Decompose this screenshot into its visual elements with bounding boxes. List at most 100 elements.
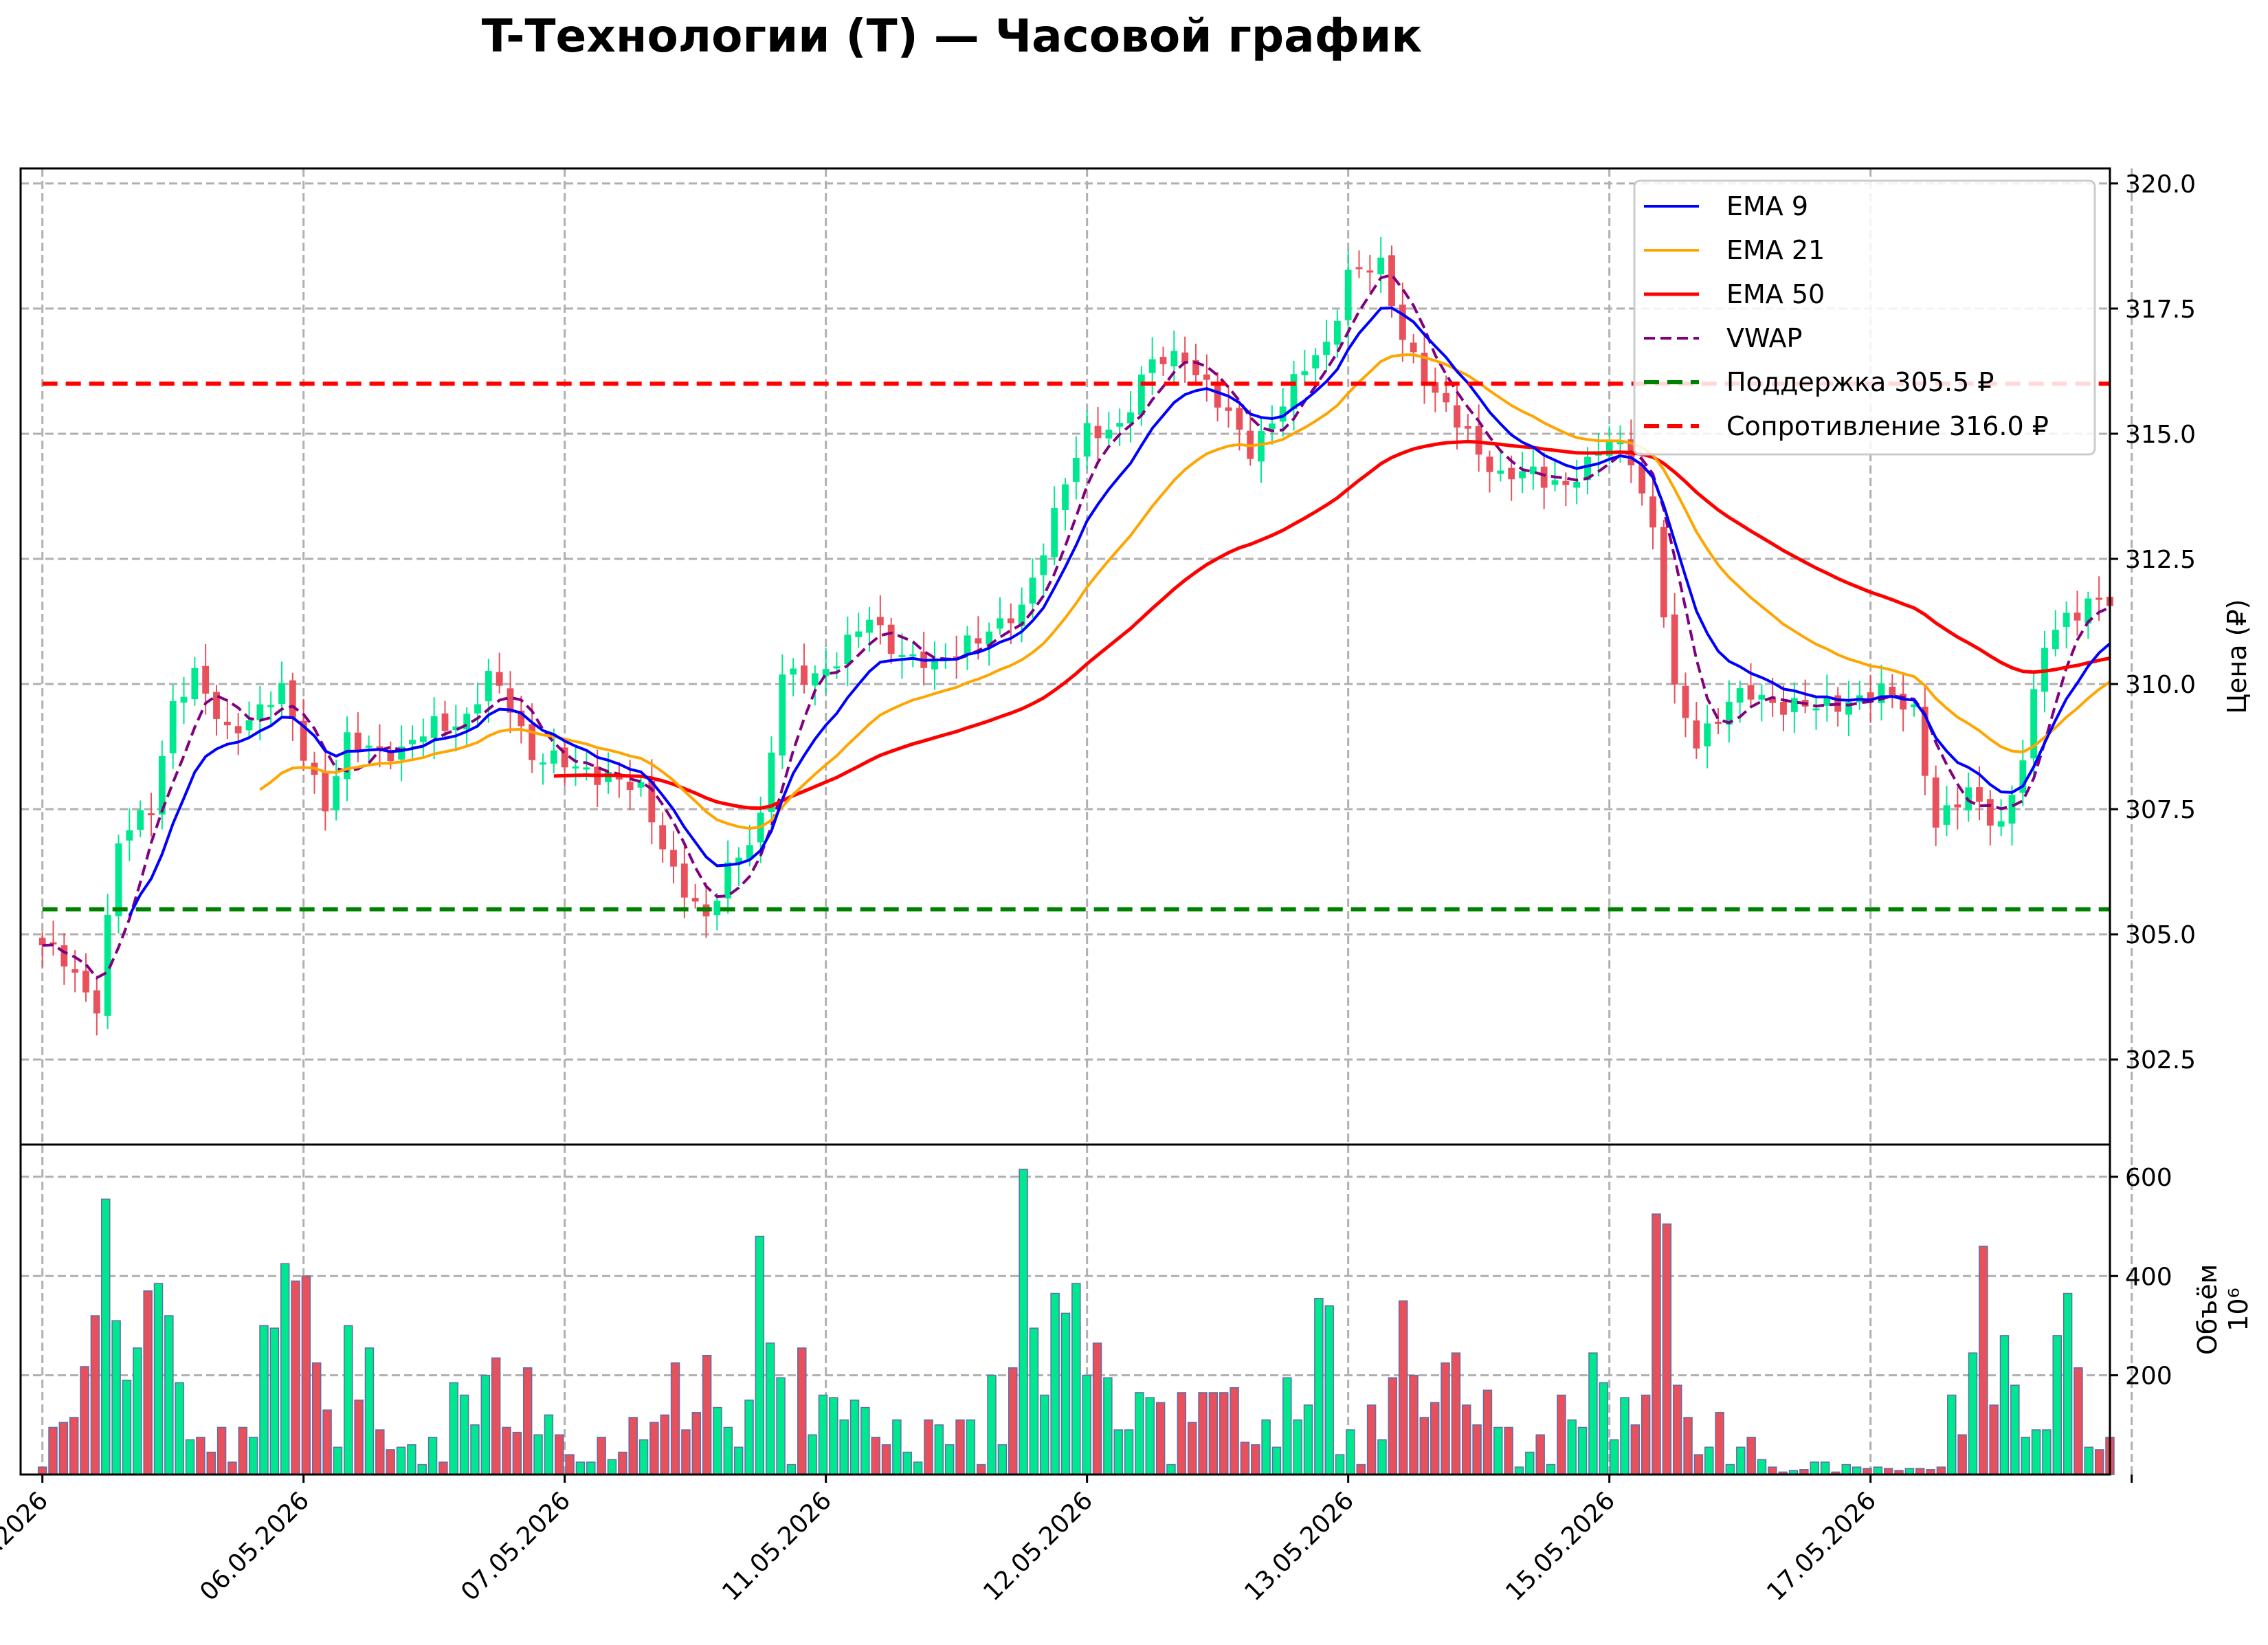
volume-bar-93 bbox=[1019, 1169, 1028, 1475]
volume-bar-171 bbox=[1841, 1464, 1852, 1475]
candle-body-147 bbox=[1638, 465, 1646, 494]
volume-bar-156 bbox=[1683, 1417, 1693, 1475]
candle-body-84 bbox=[953, 656, 960, 659]
volume-bar-39 bbox=[449, 1382, 458, 1475]
volume-bar-131 bbox=[1419, 1417, 1430, 1475]
candle-body-80 bbox=[909, 654, 917, 656]
volume-bar-139 bbox=[1504, 1426, 1513, 1475]
candle-body-172 bbox=[1911, 704, 1917, 707]
candle-body-104 bbox=[1170, 351, 1178, 366]
candle-body-36 bbox=[430, 716, 438, 738]
candle-body-48 bbox=[561, 747, 568, 768]
volume-bar-110 bbox=[1198, 1392, 1208, 1475]
volume-bar-22 bbox=[269, 1327, 280, 1475]
candle-body-110 bbox=[1236, 408, 1243, 430]
volume-bar-47 bbox=[533, 1434, 543, 1475]
volume-bar-77 bbox=[849, 1399, 860, 1475]
volume-bar-163 bbox=[1757, 1459, 1767, 1475]
candle-body-70 bbox=[801, 665, 808, 685]
candle-body-161 bbox=[1790, 698, 1798, 712]
volume-bar-174 bbox=[1873, 1466, 1883, 1475]
volume-bar-85 bbox=[934, 1424, 944, 1475]
candle-body-152 bbox=[1693, 720, 1700, 749]
volume-bar-180 bbox=[1936, 1466, 1946, 1475]
volume-bar-33 bbox=[386, 1449, 395, 1475]
candle-body-156 bbox=[1736, 688, 1744, 703]
candle-body-38 bbox=[452, 726, 460, 731]
candle-body-64 bbox=[735, 857, 742, 865]
volume-bar-40 bbox=[459, 1394, 469, 1475]
volume-bar-26 bbox=[311, 1362, 322, 1475]
candle-body-43 bbox=[507, 688, 514, 713]
candle-body-24 bbox=[300, 720, 307, 761]
candle-body-12 bbox=[169, 701, 177, 753]
volume-bar-15 bbox=[196, 1437, 205, 1475]
candle-body-127 bbox=[1421, 353, 1428, 386]
candle-body-179 bbox=[1986, 799, 1994, 826]
volume-bar-129 bbox=[1398, 1300, 1408, 1475]
volume-bar-187 bbox=[2010, 1384, 2020, 1475]
volume-bar-155 bbox=[1672, 1384, 1682, 1475]
candle-body-97 bbox=[1094, 426, 1102, 439]
candle-body-157 bbox=[1747, 685, 1755, 700]
volume-bar-1 bbox=[48, 1426, 58, 1475]
candle-body-56 bbox=[648, 780, 656, 823]
candle-body-41 bbox=[485, 671, 492, 702]
volume-bar-83 bbox=[913, 1461, 923, 1475]
candle-body-186 bbox=[2063, 612, 2070, 627]
candle-body-122 bbox=[1366, 270, 1374, 273]
volume-bar-58 bbox=[649, 1422, 659, 1475]
volume-bar-117 bbox=[1271, 1446, 1282, 1475]
candle-body-131 bbox=[1464, 426, 1471, 429]
volume-bar-2 bbox=[58, 1422, 69, 1475]
volume-bar-142 bbox=[1535, 1434, 1545, 1475]
candle-body-163 bbox=[1812, 708, 1820, 711]
volume-bar-17 bbox=[216, 1426, 227, 1475]
candle-body-125 bbox=[1399, 305, 1406, 340]
volume-bar-75 bbox=[829, 1397, 838, 1475]
x-axis: 05.05.2026 06.05.2026 07.05.2026 11.05.2026… bbox=[0, 1475, 2133, 1607]
candle-body-87 bbox=[986, 631, 993, 645]
candle-body-90 bbox=[1018, 604, 1025, 626]
candle-body-54 bbox=[626, 782, 634, 791]
candle-body-14 bbox=[191, 667, 199, 700]
candle-body-132 bbox=[1475, 426, 1482, 455]
candle-body-175 bbox=[1943, 805, 1950, 825]
legend: EMA 9 EMA 21 EMA 50 VWAP Поддержка 305.5… bbox=[1633, 179, 2096, 456]
volume-tick-label: 400 bbox=[2125, 1263, 2172, 1291]
candle-body-75 bbox=[855, 631, 863, 637]
price-panel: 302.5 305.0 307.5 310.0 312.5 315.0 317.5 320.0… bbox=[19, 167, 2252, 1146]
candle-body-1 bbox=[49, 942, 57, 945]
volume-bar-90 bbox=[987, 1374, 997, 1475]
candle-body-178 bbox=[1976, 787, 1983, 802]
volume-bar-41 bbox=[470, 1424, 480, 1475]
volume-bar-80 bbox=[881, 1444, 891, 1475]
candle-body-42 bbox=[496, 672, 503, 686]
candle-body-30 bbox=[365, 745, 373, 748]
volume-bar-145 bbox=[1567, 1419, 1577, 1475]
candle-body-6 bbox=[104, 914, 111, 1016]
legend-label-vwap: VWAP bbox=[1726, 323, 1802, 353]
candle-body-28 bbox=[344, 732, 351, 780]
volume-bar-13 bbox=[175, 1382, 184, 1475]
volume-bar-36 bbox=[417, 1464, 427, 1475]
price-tick-label: 317.5 bbox=[2125, 296, 2196, 324]
candle-body-185 bbox=[2052, 630, 2059, 650]
candle-body-153 bbox=[1704, 723, 1711, 747]
volume-bar-57 bbox=[638, 1439, 649, 1475]
candle-body-52 bbox=[605, 772, 612, 782]
candle-body-98 bbox=[1105, 430, 1113, 439]
volume-bar-116 bbox=[1261, 1419, 1271, 1475]
candle-body-15 bbox=[202, 665, 210, 694]
volume-bar-133 bbox=[1441, 1362, 1450, 1475]
volume-bar-108 bbox=[1177, 1392, 1187, 1475]
volume-bar-181 bbox=[1947, 1394, 1957, 1475]
candles bbox=[38, 236, 2113, 1036]
volume-bar-98 bbox=[1071, 1283, 1081, 1475]
volume-bar-184 bbox=[1979, 1246, 1988, 1475]
volume-bar-106 bbox=[1155, 1402, 1166, 1475]
candle-body-170 bbox=[1889, 687, 1896, 696]
volume-bar-9 bbox=[133, 1347, 142, 1475]
volume-bar-100 bbox=[1092, 1342, 1102, 1475]
candle-body-148 bbox=[1649, 496, 1656, 528]
